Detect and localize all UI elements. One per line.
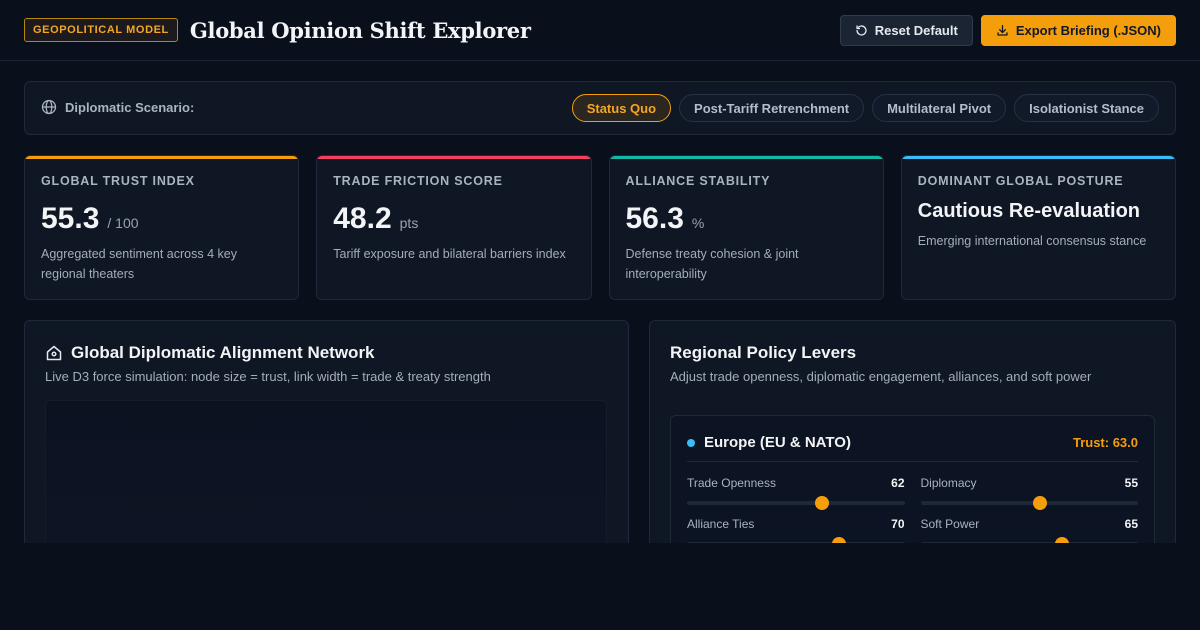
card-label: GLOBAL TRUST INDEX xyxy=(41,174,195,188)
region-header: Europe (EU & NATO) Trust: 63.0 xyxy=(687,434,1138,462)
slider-track[interactable] xyxy=(687,496,905,510)
card-label: ALLIANCE STABILITY xyxy=(625,174,771,188)
slider-value: 55 xyxy=(1124,476,1138,490)
policy-levers-panel: Regional Policy Levers Adjust trade open… xyxy=(649,320,1176,560)
scenario-bar: Diplomatic Scenario: Status Quo Post-Tar… xyxy=(24,81,1176,135)
card-description: Tariff exposure and bilateral barriers i… xyxy=(333,247,566,261)
slider-label: Diplomacy xyxy=(920,476,977,490)
card-description: Emerging international consensus stance xyxy=(917,234,1147,248)
download-icon xyxy=(997,24,1008,36)
network-subtitle: Live D3 force simulation: node size = tr… xyxy=(45,369,491,384)
slider-label: Trade Openness xyxy=(687,476,776,490)
metric-card-alliance-stability: ALLIANCE STABILITY 56.3 % Defense treaty… xyxy=(608,155,884,300)
metric-cards: GLOBAL TRUST INDEX 55.3 / 100 Aggregated… xyxy=(24,155,1176,300)
card-accent-bar xyxy=(609,156,883,159)
card-value-row: 55.3 / 100 xyxy=(41,202,282,236)
scenario-label-text: Diplomatic Scenario: xyxy=(65,99,195,115)
card-value: Cautious Re-evaluation xyxy=(917,200,1141,222)
reset-default-label: Reset Default xyxy=(874,22,958,38)
network-graph-canvas[interactable] xyxy=(45,400,607,559)
slider-thumb[interactable] xyxy=(814,496,829,510)
card-accent-bar xyxy=(317,156,591,159)
scenario-tab-post-tariff-retrenchment[interactable]: Post-Tariff Retrenchment xyxy=(679,94,865,122)
card-label: TRADE FRICTION SCORE xyxy=(333,174,503,188)
reset-default-button[interactable]: Reset Default xyxy=(839,14,973,46)
metric-card-dominant-posture: DOMINANT GLOBAL POSTURE Cautious Re-eval… xyxy=(900,155,1176,300)
soft-power-slider: Soft Power 65 xyxy=(920,517,1138,551)
card-accent-bar xyxy=(25,156,299,159)
slider-value: 70 xyxy=(891,517,905,531)
card-value: 56.3 xyxy=(625,202,684,235)
scenario-tab-multilateral-pivot[interactable]: Multilateral Pivot xyxy=(872,94,1007,122)
slider-track[interactable] xyxy=(920,496,1138,510)
network-panel-title: Global Diplomatic Alignment Network xyxy=(45,343,608,363)
scenario-tabs: Status Quo Post-Tariff Retrenchment Mult… xyxy=(571,94,1159,122)
card-value-row: 56.3 % xyxy=(626,202,867,236)
slider-label: Alliance Ties xyxy=(687,517,755,531)
card-unit: / 100 xyxy=(107,215,139,231)
viewport-bottom-area xyxy=(0,543,1200,630)
network-title-text: Global Diplomatic Alignment Network xyxy=(71,343,375,362)
slider-label: Soft Power xyxy=(920,517,980,531)
card-description: Defense treaty cohesion & joint interope… xyxy=(625,247,799,281)
metric-card-trade-friction: TRADE FRICTION SCORE 48.2 pts Tariff exp… xyxy=(316,155,592,300)
slider-value: 65 xyxy=(1124,517,1138,531)
region-sliders: Trade Openness 62 Diplomacy 55 Alliance Ti… xyxy=(687,476,1138,551)
refresh-icon xyxy=(856,24,867,36)
region-trust-score: Trust: 63.0 xyxy=(1072,435,1138,450)
scenario-tab-isolationist-stance[interactable]: Isolationist Stance xyxy=(1014,94,1159,122)
network-home-icon xyxy=(46,345,62,361)
region-card-europe: Europe (EU & NATO) Trust: 63.0 Trade Ope… xyxy=(670,415,1155,559)
card-accent-bar xyxy=(901,156,1175,159)
region-color-dot xyxy=(687,438,695,447)
header-actions: Reset Default Export Briefing (.JSON) xyxy=(839,14,1176,46)
app-title: Global Opinion Shift Explorer xyxy=(189,17,531,43)
card-value: 48.2 xyxy=(333,202,392,235)
card-description: Aggregated sentiment across 4 key region… xyxy=(41,247,237,281)
alliance-ties-slider: Alliance Ties 70 xyxy=(687,517,905,551)
scenario-tab-status-quo[interactable]: Status Quo xyxy=(571,94,672,122)
metric-card-trust: GLOBAL TRUST INDEX 55.3 / 100 Aggregated… xyxy=(24,155,300,300)
model-badge: GEOPOLITICAL MODEL xyxy=(24,18,178,42)
region-name: Europe (EU & NATO) xyxy=(704,434,851,451)
slider-thumb[interactable] xyxy=(1033,496,1048,510)
card-unit: % xyxy=(691,215,705,231)
export-briefing-button[interactable]: Export Briefing (.JSON) xyxy=(980,14,1176,46)
card-value: 55.3 xyxy=(41,202,100,235)
levers-subtitle: Adjust trade openness, diplomatic engage… xyxy=(670,369,1092,384)
scenario-label: Diplomatic Scenario: xyxy=(41,99,194,115)
network-panel: Global Diplomatic Alignment Network Live… xyxy=(24,320,629,560)
card-value-row: 48.2 pts xyxy=(333,202,574,236)
globe-icon xyxy=(41,99,57,115)
export-briefing-label: Export Briefing (.JSON) xyxy=(1015,22,1161,38)
slider-value: 62 xyxy=(891,476,905,490)
app-header: GEOPOLITICAL MODEL Global Opinion Shift … xyxy=(0,0,1200,61)
card-label: DOMINANT GLOBAL POSTURE xyxy=(917,174,1124,188)
levers-title: Regional Policy Levers xyxy=(670,343,857,362)
card-unit: pts xyxy=(399,215,419,231)
diplomacy-slider: Diplomacy 55 xyxy=(920,476,1138,510)
trade-openness-slider: Trade Openness 62 xyxy=(687,476,905,510)
